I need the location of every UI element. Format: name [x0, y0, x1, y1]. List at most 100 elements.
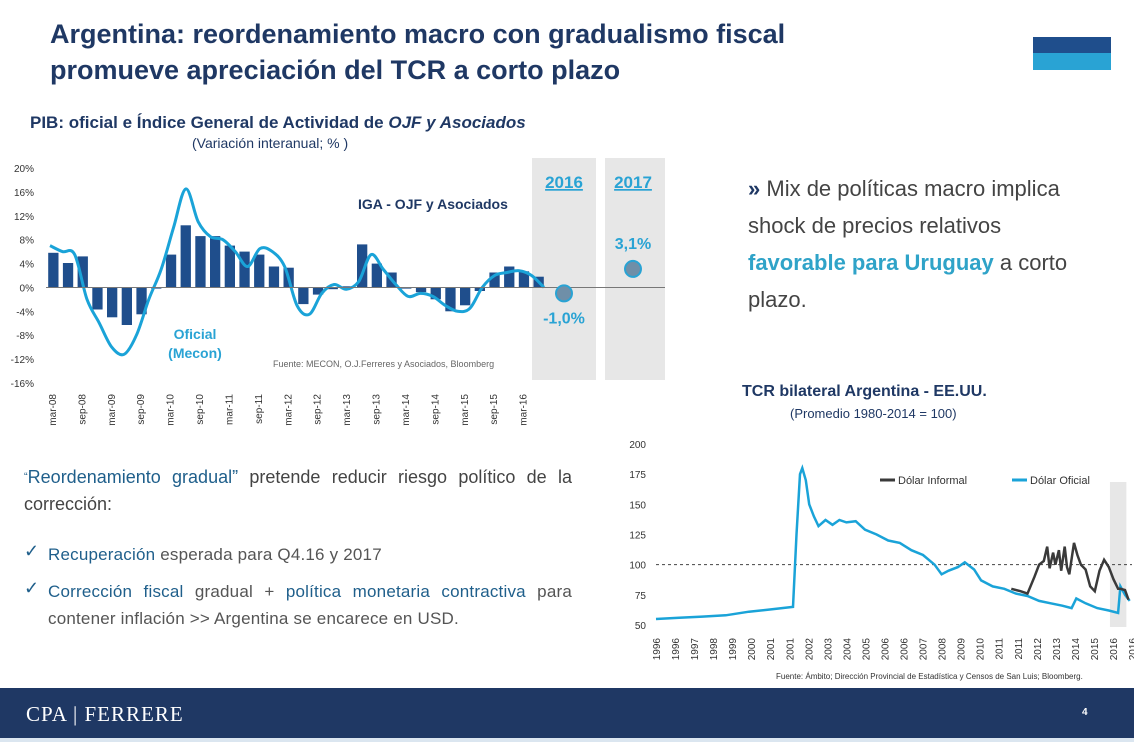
x-tick-label: 2016 [1109, 638, 1120, 661]
oficial-series-line [655, 464, 1131, 621]
official-bar [357, 244, 368, 288]
y-tick-label: -8% [16, 331, 34, 342]
official-bar [195, 236, 206, 288]
y-tick-label: 8% [20, 236, 35, 247]
x-tick-label: 2010 [976, 638, 987, 661]
legend-informal-label: Dólar Informal [898, 475, 967, 487]
x-tick-label: mar-13 [342, 394, 353, 426]
forecast-point [624, 259, 642, 278]
gdp-chart: 20% 16% 12% 8% 4% 0% -4% -8% -12% -16% mar-08 sep-… [11, 158, 665, 426]
official-bar [460, 287, 471, 306]
x-tick-label: mar-11 [224, 394, 235, 425]
x-tick-label: 2015 [1090, 638, 1101, 661]
x-tick-label: 2016 [1128, 638, 1134, 661]
gdp-chart-title-italic: OJF y Asociados [388, 113, 526, 132]
gdp-chart-subtitle: (Variación interanual; % ) [192, 135, 349, 151]
gdp-chart-title: PIB: oficial e Índice General de Activid… [30, 113, 526, 133]
check-item-2: Corrección fiscal gradual + política mon… [48, 578, 572, 632]
slide-title: Argentina: reordenamiento macro con grad… [50, 16, 980, 88]
official-bar [92, 287, 103, 310]
check2-mid: gradual + [183, 582, 286, 601]
y-tick-label: 4% [20, 260, 35, 271]
official-bar [268, 266, 280, 288]
y-tick-label: -16% [11, 379, 34, 390]
official-bar [371, 263, 382, 288]
slide-title-line2: promueve apreciación del TCR a corto pla… [50, 55, 621, 85]
x-tick-label: 2014 [1071, 638, 1082, 661]
check2-highlight2: política monetaria contractiva [285, 582, 526, 601]
x-tick-label: 2004 [842, 638, 853, 661]
y-tick-label: -4% [16, 307, 34, 318]
official-bar [430, 287, 441, 300]
tcr-chart-subtitle: (Promedio 1980-2014 = 100) [790, 406, 957, 421]
official-bar [224, 245, 235, 288]
lower-highlight: Reordenamiento gradual” [27, 467, 239, 487]
forecast-point [555, 284, 573, 303]
official-bar [445, 287, 456, 312]
x-tick-label: 2009 [957, 638, 968, 661]
y-tick-label: -12% [11, 355, 34, 366]
y-tick-label: 0% [20, 283, 35, 294]
y-tick-label: 16% [14, 188, 34, 199]
y-tick-label: 12% [14, 212, 34, 223]
right-bullet-text: » Mix de políticas macro implica shock d… [748, 170, 1088, 318]
official-bar [327, 287, 338, 290]
gdp-chart-source: Fuente: MECON, O.J.Ferreres y Asociados,… [273, 359, 494, 369]
footer-divider [0, 738, 1134, 742]
slide-title-line1: Argentina: reordenamiento macro con grad… [50, 19, 786, 49]
y-tick-label: 200 [629, 440, 646, 451]
lower-paragraph: “Reordenamiento gradual” pretende reduci… [24, 464, 572, 518]
brand-logo-text: CPA | FERRERE [26, 702, 184, 726]
forecast-band-2016 [532, 158, 596, 380]
x-tick-label: 2005 [861, 638, 872, 661]
x-tick-label: sep-15 [489, 394, 500, 425]
logo-bar-light [1033, 53, 1111, 70]
x-tick-label: sep-12 [313, 394, 324, 425]
x-tick-label: sep-11 [254, 394, 265, 424]
x-tick-label: 2007 [919, 638, 930, 661]
y-tick-label: 50 [635, 621, 647, 632]
x-tick-label: mar-14 [401, 394, 412, 426]
y-tick-label: 125 [629, 531, 646, 542]
x-tick-label: mar-09 [107, 394, 118, 426]
x-tick-label: sep-10 [195, 394, 206, 425]
y-tick-label: 175 [629, 470, 646, 481]
open-quote: “ [24, 471, 28, 483]
check-item-1: Recuperación esperada para Q4.16 y 2017 [48, 541, 572, 568]
forecast-year-label: 2017 [614, 173, 652, 192]
check1-highlight: Recuperación [48, 545, 156, 564]
x-tick-label: 2011 [1014, 638, 1025, 660]
iga-series-line [49, 187, 546, 357]
x-tick-label: mar-12 [283, 394, 294, 426]
official-bar [48, 252, 59, 288]
x-tick-label: 2002 [804, 638, 815, 661]
tcr-chart-source: Fuente: Ámbito; Dirección Provincial de … [776, 672, 1083, 681]
y-tick-label: 75 [635, 591, 647, 602]
official-bar [136, 287, 147, 315]
x-tick-label: 2003 [823, 638, 834, 661]
gdp-chart-title-main: PIB: oficial e Índice General de Activid… [30, 113, 389, 132]
x-tick-label: 2011 [995, 638, 1006, 660]
bullet-text-b: a corto plazo. [748, 250, 1068, 312]
official-bar [77, 256, 88, 288]
official-bar [298, 287, 309, 305]
official-bar [107, 287, 118, 318]
official-bar [504, 266, 515, 288]
checkmark-icon: ✓ [24, 578, 40, 598]
lower-rest: pretende reducir riesgo político de la c… [24, 467, 572, 514]
official-bar [239, 251, 250, 288]
check2-rest: para contener inflación >> Argentina se … [48, 582, 572, 628]
bullet-arrow-icon: » [748, 176, 761, 201]
x-tick-label: 1999 [728, 638, 739, 661]
official-bar [415, 287, 427, 293]
official-bar [342, 286, 353, 288]
y-tick-label: 20% [14, 164, 34, 175]
forecast-value-label: -1,0% [543, 310, 585, 327]
x-tick-label: 1996 [671, 638, 682, 661]
y-tick-label: 150 [629, 500, 646, 511]
official-bar [210, 236, 221, 288]
page-number: 4 [1082, 707, 1088, 718]
official-bar [180, 225, 191, 288]
x-tick-label: 1998 [709, 638, 720, 661]
x-tick-label: 1996 [652, 638, 663, 661]
